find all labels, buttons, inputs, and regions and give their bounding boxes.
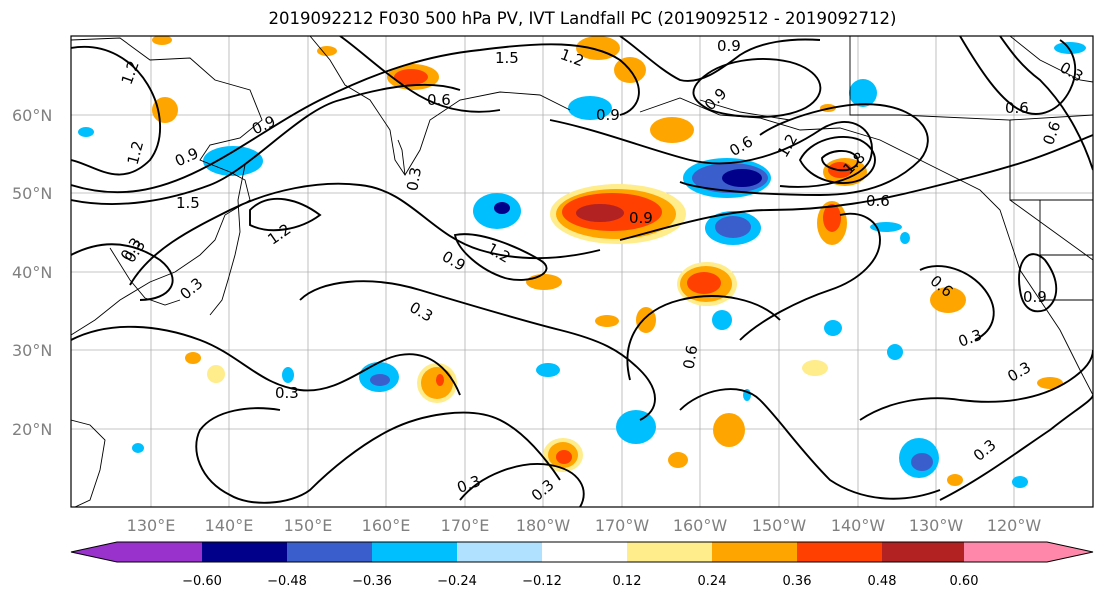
lat-label: 60°N bbox=[12, 106, 52, 125]
colorbar-swatch bbox=[797, 542, 882, 562]
contour-label: 0.6 bbox=[866, 192, 890, 210]
colorbar-tick-label: −0.12 bbox=[522, 574, 562, 589]
longitude-labels: 130°E 140°E 150°E 160°E 170°E 180°W 170°… bbox=[127, 516, 1042, 535]
contour-label: 1.5 bbox=[495, 49, 519, 67]
contour-label: 1.2 bbox=[124, 139, 148, 167]
map-frame bbox=[70, 35, 1094, 508]
lon-label: 150°E bbox=[284, 516, 333, 535]
contour-label: 0.9 bbox=[717, 37, 741, 55]
colorbar-swatch bbox=[287, 542, 372, 562]
contour-label: 0.6 bbox=[427, 91, 451, 109]
lon-label: 180°W bbox=[516, 516, 571, 535]
colorbar-arrow-left bbox=[71, 542, 117, 562]
lon-label: 170°E bbox=[441, 516, 490, 535]
colorbar-swatch bbox=[542, 542, 627, 562]
colorbar-tick-label: −0.48 bbox=[267, 574, 307, 589]
lon-label: 170°W bbox=[595, 516, 650, 535]
lon-label: 160°E bbox=[362, 516, 411, 535]
colorbar-tick-label: 0.36 bbox=[783, 574, 812, 589]
contour-label: 0.3 bbox=[275, 384, 299, 402]
colorbar-ticks: −0.60 −0.48 −0.36 −0.24 −0.12 0.12 0.24 … bbox=[182, 574, 978, 589]
colorbar-swatch bbox=[117, 542, 202, 562]
colorbar-tick-label: 0.12 bbox=[613, 574, 642, 589]
colorbar-swatch bbox=[457, 542, 542, 562]
lat-label: 20°N bbox=[12, 420, 52, 439]
lon-label: 160°W bbox=[673, 516, 728, 535]
lon-label: 130°E bbox=[127, 516, 176, 535]
contour-label: 0.3 bbox=[403, 166, 425, 193]
colorbar-tick-label: −0.36 bbox=[352, 574, 392, 589]
lat-label: 40°N bbox=[12, 263, 52, 282]
colorbar-arrow-right bbox=[1047, 542, 1093, 562]
colorbar-swatch bbox=[964, 542, 1047, 562]
colorbar-swatch bbox=[712, 542, 797, 562]
latitude-labels: 60°N 50°N 40°N 30°N 20°N bbox=[12, 106, 52, 439]
lon-label: 150°W bbox=[752, 516, 807, 535]
plot-title: 2019092212 F030 500 hPa PV, IVT Landfall… bbox=[268, 9, 897, 28]
contour-label: 0.6 bbox=[680, 344, 702, 371]
colorbar-swatch bbox=[202, 542, 287, 562]
colorbar: −0.60 −0.48 −0.36 −0.24 −0.12 0.12 0.24 … bbox=[70, 541, 1094, 589]
lon-label: 120°W bbox=[987, 516, 1042, 535]
colorbar-tick-label: 0.24 bbox=[698, 574, 727, 589]
shaded-anomalies bbox=[78, 36, 1086, 488]
colorbar-tick-label: 0.60 bbox=[950, 574, 979, 589]
pv-contours bbox=[71, 36, 1093, 507]
contour-label: 1.5 bbox=[176, 194, 200, 212]
contour-label: 0.9 bbox=[596, 106, 620, 124]
lon-label: 140°W bbox=[831, 516, 886, 535]
contour-label: 0.9 bbox=[629, 209, 653, 227]
lon-label: 130°W bbox=[909, 516, 964, 535]
lat-label: 30°N bbox=[12, 341, 52, 360]
contour-label: 0.6 bbox=[1005, 99, 1029, 117]
lat-label: 50°N bbox=[12, 184, 52, 203]
lon-label: 140°E bbox=[205, 516, 254, 535]
contour-label: 0.9 bbox=[1023, 288, 1047, 306]
colorbar-swatch bbox=[372, 542, 457, 562]
colorbar-tick-label: 0.48 bbox=[868, 574, 897, 589]
colorbar-swatch bbox=[627, 542, 712, 562]
colorbar-tick-label: −0.60 bbox=[182, 574, 222, 589]
colorbar-swatch bbox=[882, 542, 964, 562]
colorbar-tick-label: −0.24 bbox=[437, 574, 477, 589]
